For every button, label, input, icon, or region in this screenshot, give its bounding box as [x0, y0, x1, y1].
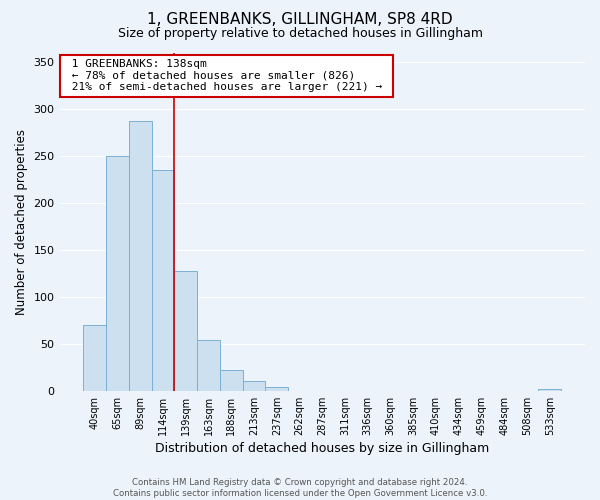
Text: 1 GREENBANKS: 138sqm
 ← 78% of detached houses are smaller (826)
 21% of semi-de: 1 GREENBANKS: 138sqm ← 78% of detached h… [65, 60, 389, 92]
Bar [265, 387, 288, 391]
Bar [106, 156, 129, 391]
Bar [197, 340, 220, 391]
X-axis label: Distribution of detached houses by size in Gillingham: Distribution of detached houses by size … [155, 442, 490, 455]
Text: 1, GREENBANKS, GILLINGHAM, SP8 4RD: 1, GREENBANKS, GILLINGHAM, SP8 4RD [147, 12, 453, 28]
Bar [538, 389, 561, 391]
Text: Contains HM Land Registry data © Crown copyright and database right 2024.
Contai: Contains HM Land Registry data © Crown c… [113, 478, 487, 498]
Bar [175, 270, 197, 391]
Y-axis label: Number of detached properties: Number of detached properties [15, 128, 28, 314]
Bar [83, 325, 106, 391]
Bar [152, 170, 175, 391]
Text: Size of property relative to detached houses in Gillingham: Size of property relative to detached ho… [118, 28, 482, 40]
Bar [220, 370, 242, 391]
Bar [129, 121, 152, 391]
Bar [242, 382, 265, 391]
